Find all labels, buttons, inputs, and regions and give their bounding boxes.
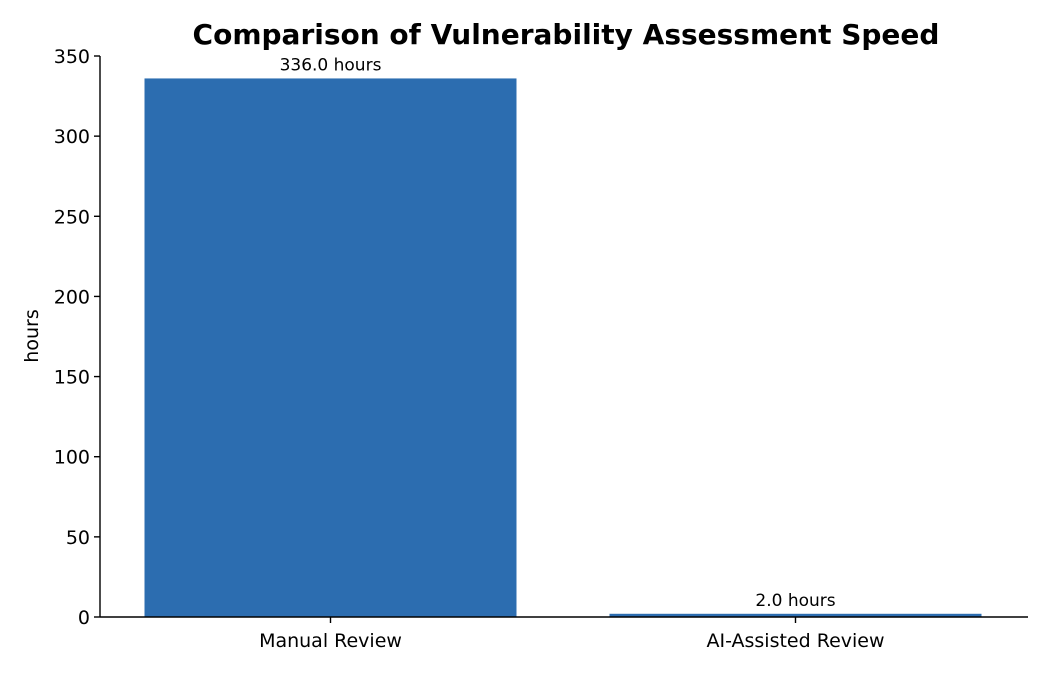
y-tick-label-300: 300 bbox=[54, 126, 90, 148]
x-tick-label-ai-assisted-review: AI-Assisted Review bbox=[706, 630, 884, 652]
y-tick-label-250: 250 bbox=[54, 206, 90, 228]
data-labels-layer: 336.0 hours 2.0 hours bbox=[280, 55, 836, 610]
y-tick-label-200: 200 bbox=[54, 286, 90, 308]
y-tick-label-100: 100 bbox=[54, 447, 90, 469]
y-tick-label-0: 0 bbox=[78, 607, 90, 629]
y-tick-label-150: 150 bbox=[54, 367, 90, 389]
bar-ai-assisted-review bbox=[609, 613, 982, 617]
data-label-manual-review: 336.0 hours bbox=[280, 55, 382, 75]
chart-title: Comparison of Vulnerability Assessment S… bbox=[193, 18, 940, 51]
bar-manual-review bbox=[144, 78, 517, 617]
x-axis: Manual Review AI-Assisted Review bbox=[100, 616, 1028, 652]
x-tick-label-manual-review: Manual Review bbox=[259, 630, 402, 652]
y-axis-label: hours bbox=[21, 309, 43, 362]
bars-layer bbox=[144, 78, 982, 617]
data-label-ai-assisted-review: 2.0 hours bbox=[755, 591, 835, 611]
y-tick-label-50: 50 bbox=[66, 527, 90, 549]
y-tick-label-350: 350 bbox=[54, 46, 90, 68]
y-axis: 0 50 100 150 200 250 300 350 bbox=[54, 46, 101, 629]
